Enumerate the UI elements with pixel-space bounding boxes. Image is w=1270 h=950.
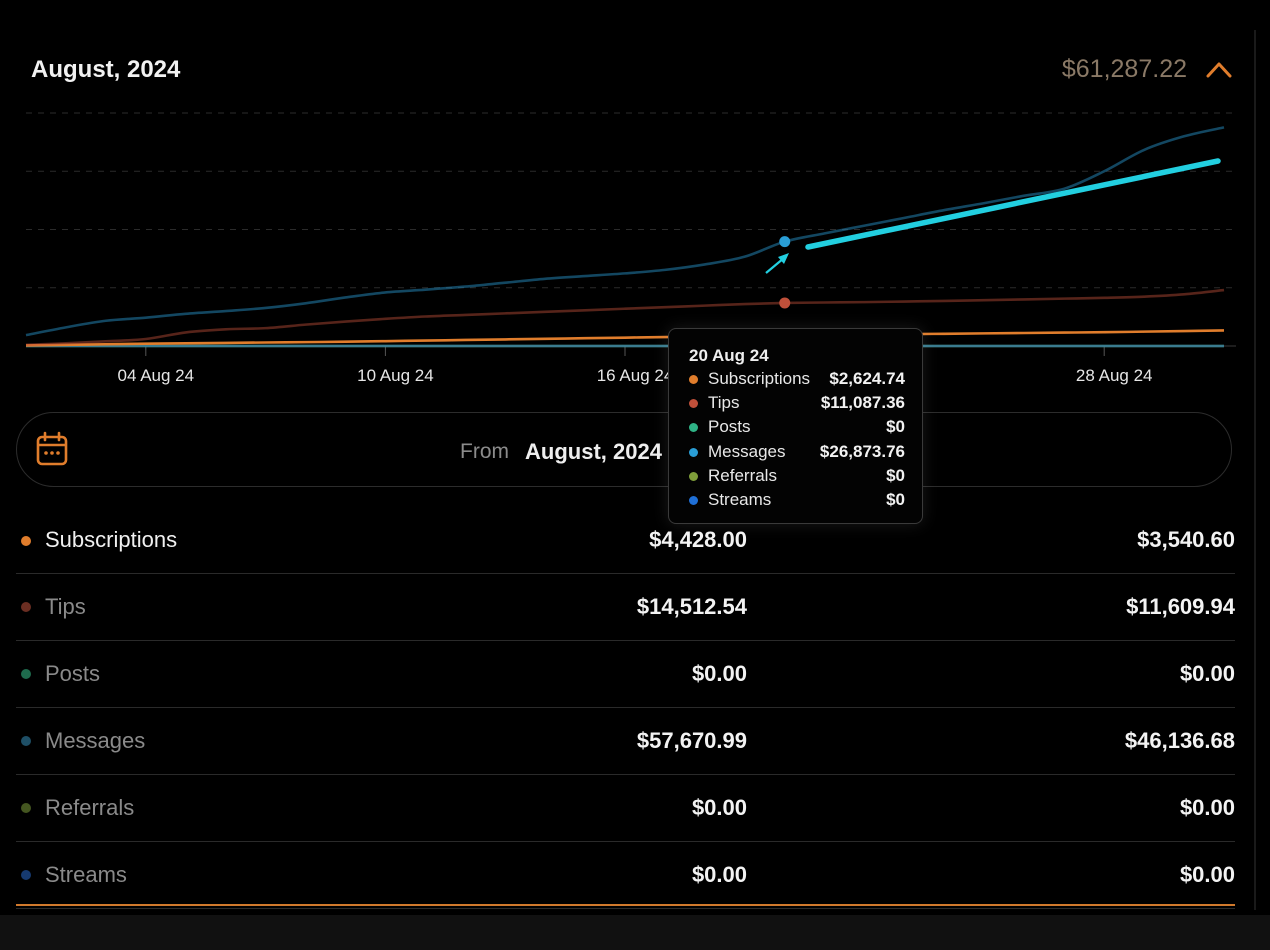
tooltip-row-messages: Messages $26,873.76 <box>689 441 905 463</box>
net-amount: $3,540.60 <box>1137 527 1235 552</box>
tooltip-row-subscriptions: Subscriptions $2,624.74 <box>689 368 905 390</box>
legend-dot <box>21 536 31 546</box>
breakdown-row-messages[interactable]: Messages $57,670.99 $46,136.68 <box>16 708 1235 775</box>
net-amount: $0.00 <box>1179 661 1235 686</box>
category-name: Posts <box>45 661 101 686</box>
breakdown-row-subscriptions[interactable]: Subscriptions $4,428.00 $3,540.60 <box>16 508 1235 574</box>
legend-dot <box>21 870 31 880</box>
tooltip-series-value: $0 <box>886 490 905 509</box>
tooltip-series-value: $11,087.36 <box>820 393 905 413</box>
tooltip-row-streams: Streams $0 <box>689 489 905 511</box>
tooltip-series-name: Subscriptions <box>708 369 811 388</box>
tooltip-series-name: Referrals <box>708 465 777 485</box>
tooltip-series-value: $26,873.76 <box>819 441 905 461</box>
tooltip-date: 20 Aug 24 <box>689 346 769 365</box>
category-name: Messages <box>45 728 146 753</box>
legend-dot <box>21 669 31 679</box>
tooltip-series-name: Posts <box>708 417 751 437</box>
category-name: Referrals <box>45 795 135 820</box>
hover-point-messages <box>779 236 791 248</box>
annotation-arrowhead <box>778 253 789 264</box>
legend-dot <box>21 803 31 813</box>
x-tick-label: 10 Aug 24 <box>357 366 434 385</box>
legend-dot <box>21 736 31 746</box>
tooltip-row-tips: Tips $11,087.36 <box>689 392 905 414</box>
series-line-messages <box>25 126 1225 337</box>
calendar-icon[interactable] <box>35 431 69 467</box>
from-value[interactable]: August, 2024 <box>525 439 662 464</box>
net-amount: $0.00 <box>1179 862 1235 887</box>
legend-dot <box>21 602 31 612</box>
x-tick-label: 28 Aug 24 <box>1076 366 1153 385</box>
total-earnings: $61,287.22 <box>1061 55 1187 83</box>
tooltip-row-posts: Posts $0 <box>689 416 905 438</box>
period-title: August, 2024 <box>31 56 181 83</box>
tooltip-dot <box>689 423 698 433</box>
gross-amount: $57,670.99 <box>636 728 747 753</box>
gross-amount: $0.00 <box>691 862 747 887</box>
gross-amount: $4,428.00 <box>649 527 747 552</box>
tooltip-dot <box>689 447 698 457</box>
net-amount: $0.00 <box>1179 795 1235 820</box>
tooltip-series-name: Tips <box>708 393 740 413</box>
net-amount: $46,136.68 <box>1124 728 1235 753</box>
x-tick-label: 04 Aug 24 <box>118 366 195 385</box>
collapse-button[interactable] <box>1203 52 1235 86</box>
category-name: Tips <box>45 594 86 619</box>
tooltip-series-value: $0 <box>886 465 905 485</box>
tooltip-dot <box>689 496 698 505</box>
breakdown-row-referrals[interactable]: Referrals $0.00 $0.00 <box>16 775 1235 842</box>
series-line-subscriptions <box>25 329 1225 347</box>
series-line-tips <box>25 288 1225 347</box>
chevron-up-icon <box>1206 62 1232 78</box>
highlight-trend-line <box>805 158 1221 250</box>
earnings-header: August, 2024 $61,287.22 <box>31 52 1235 88</box>
tooltip-series-name: Streams <box>708 490 772 509</box>
chart-tooltip: 20 Aug 24 Subscriptions $2,624.74 Tips $11,… <box>668 328 923 524</box>
breakdown-row-posts[interactable]: Posts $0.00 $0.00 <box>16 641 1235 708</box>
date-range-picker[interactable]: From August, 2024 <box>16 412 1232 487</box>
tooltip-dot <box>689 375 698 384</box>
gross-amount: $0.00 <box>691 661 747 686</box>
earnings-breakdown-table: Subscriptions $4,428.00 $3,540.60 Tips $14,5… <box>16 508 1235 909</box>
tooltip-row-referrals: Referrals $0 <box>689 465 905 487</box>
footer-band <box>0 915 1270 950</box>
hover-point-tips <box>779 297 791 309</box>
tooltip-dot <box>689 471 698 481</box>
from-label: From <box>460 440 509 463</box>
gross-amount: $14,512.54 <box>636 594 747 619</box>
breakdown-row-tips[interactable]: Tips $14,512.54 $11,609.94 <box>16 574 1235 641</box>
tooltip-series-value: $0 <box>886 417 905 437</box>
tooltip-series-value: $2,624.74 <box>829 369 905 388</box>
category-name: Streams <box>45 862 127 887</box>
tooltip-series-name: Messages <box>708 441 786 461</box>
breakdown-row-streams[interactable]: Streams $0.00 $0.00 <box>16 842 1235 909</box>
tooltip-dot <box>689 399 698 409</box>
category-name: Subscriptions <box>45 527 178 552</box>
summary-divider <box>16 904 1235 906</box>
gross-amount: $0.00 <box>691 795 747 820</box>
x-tick-label: 16 Aug 24 <box>597 366 674 385</box>
scrollbar[interactable] <box>1254 30 1256 910</box>
net-amount: $11,609.94 <box>1126 594 1235 619</box>
